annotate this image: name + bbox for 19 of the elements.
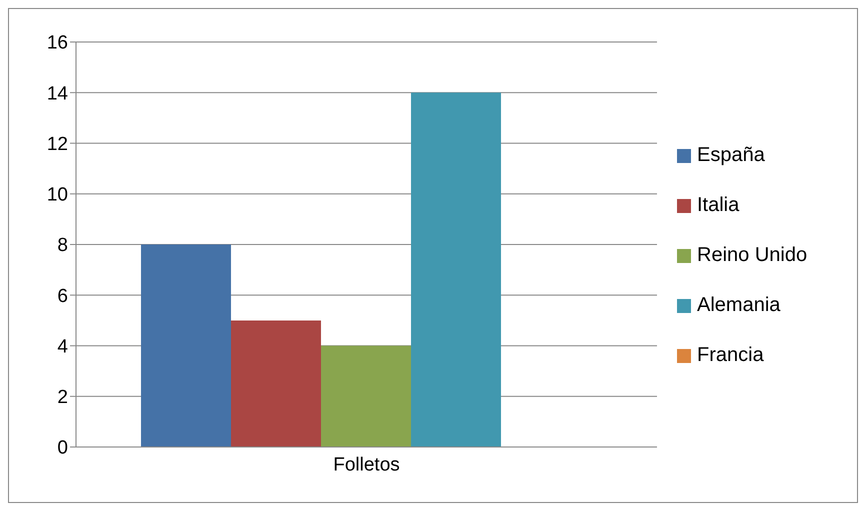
y-tick-label: 6 — [57, 286, 68, 307]
bar — [411, 92, 501, 447]
x-tick-label: Folletos — [333, 454, 400, 476]
legend-label: Italia — [697, 194, 740, 217]
legend-label: Reino Unido — [697, 244, 808, 267]
y-tick-label: 4 — [57, 336, 68, 358]
y-tick-label: 0 — [57, 438, 68, 459]
bar — [141, 244, 231, 447]
y-tick-label: 10 — [46, 184, 68, 206]
y-tick-label: 12 — [46, 134, 68, 155]
y-tick-label: 2 — [57, 387, 68, 408]
bar — [231, 320, 321, 447]
legend-label: España — [697, 144, 765, 167]
legend-label: Alemania — [697, 294, 780, 317]
y-tick-label: 8 — [57, 235, 68, 256]
bar — [321, 346, 411, 447]
y-tick-label: 16 — [46, 32, 68, 54]
legend-label: Francia — [697, 344, 764, 367]
y-tick-label: 14 — [46, 83, 68, 104]
